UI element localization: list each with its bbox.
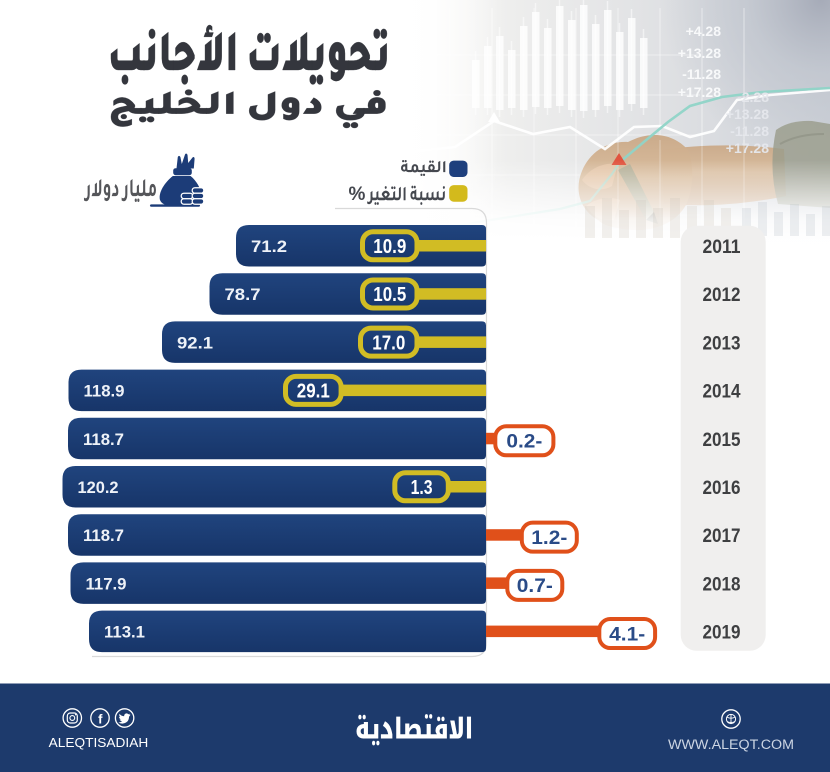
- svg-text:2012: 2012: [703, 285, 741, 306]
- svg-text:71.2: 71.2: [251, 237, 287, 256]
- svg-text:ALEQTISADIAH: ALEQTISADIAH: [49, 735, 149, 750]
- svg-text:78.7: 78.7: [225, 285, 261, 304]
- svg-text:0.2-: 0.2-: [506, 432, 542, 453]
- svg-text:2016: 2016: [703, 478, 741, 499]
- svg-text:-11.28: -11.28: [682, 66, 721, 82]
- svg-text:2014: 2014: [703, 382, 741, 403]
- svg-text:%: %: [349, 184, 366, 205]
- svg-text:+17.28: +17.28: [678, 84, 721, 100]
- svg-text:+17.28: +17.28: [726, 140, 769, 156]
- svg-text:+13.28: +13.28: [678, 45, 721, 61]
- svg-text:2015: 2015: [703, 430, 741, 451]
- svg-text:2017: 2017: [703, 526, 741, 547]
- svg-text:f: f: [98, 712, 103, 727]
- svg-text:0.7-: 0.7-: [517, 576, 553, 597]
- svg-text:1.2-: 1.2-: [531, 528, 567, 549]
- svg-text:118.7: 118.7: [83, 526, 124, 545]
- svg-text:-11.28: -11.28: [730, 123, 769, 139]
- svg-text:4.1-: 4.1-: [609, 624, 645, 645]
- svg-text:117.9: 117.9: [86, 574, 127, 593]
- svg-text:113.1: 113.1: [104, 623, 145, 642]
- svg-text:17.0: 17.0: [372, 332, 405, 354]
- svg-text:+13.28: +13.28: [726, 106, 769, 122]
- svg-text:+4.28: +4.28: [686, 23, 722, 39]
- svg-text:2019: 2019: [703, 623, 741, 644]
- svg-text:120.2: 120.2: [78, 478, 119, 497]
- svg-text:2018: 2018: [703, 574, 741, 595]
- svg-text:29.1: 29.1: [297, 381, 330, 403]
- svg-text:2011: 2011: [703, 237, 741, 258]
- svg-text:-2.28: -2.28: [737, 89, 769, 105]
- svg-text:10.5: 10.5: [373, 284, 406, 306]
- svg-text:92.1: 92.1: [177, 333, 213, 352]
- svg-text:2013: 2013: [703, 333, 741, 354]
- svg-text:118.7: 118.7: [83, 430, 124, 449]
- svg-text:WWW.ALEQT.COM: WWW.ALEQT.COM: [668, 737, 794, 752]
- svg-text:1.3: 1.3: [411, 477, 433, 499]
- svg-text:118.9: 118.9: [84, 382, 125, 401]
- svg-text:10.9: 10.9: [373, 236, 406, 258]
